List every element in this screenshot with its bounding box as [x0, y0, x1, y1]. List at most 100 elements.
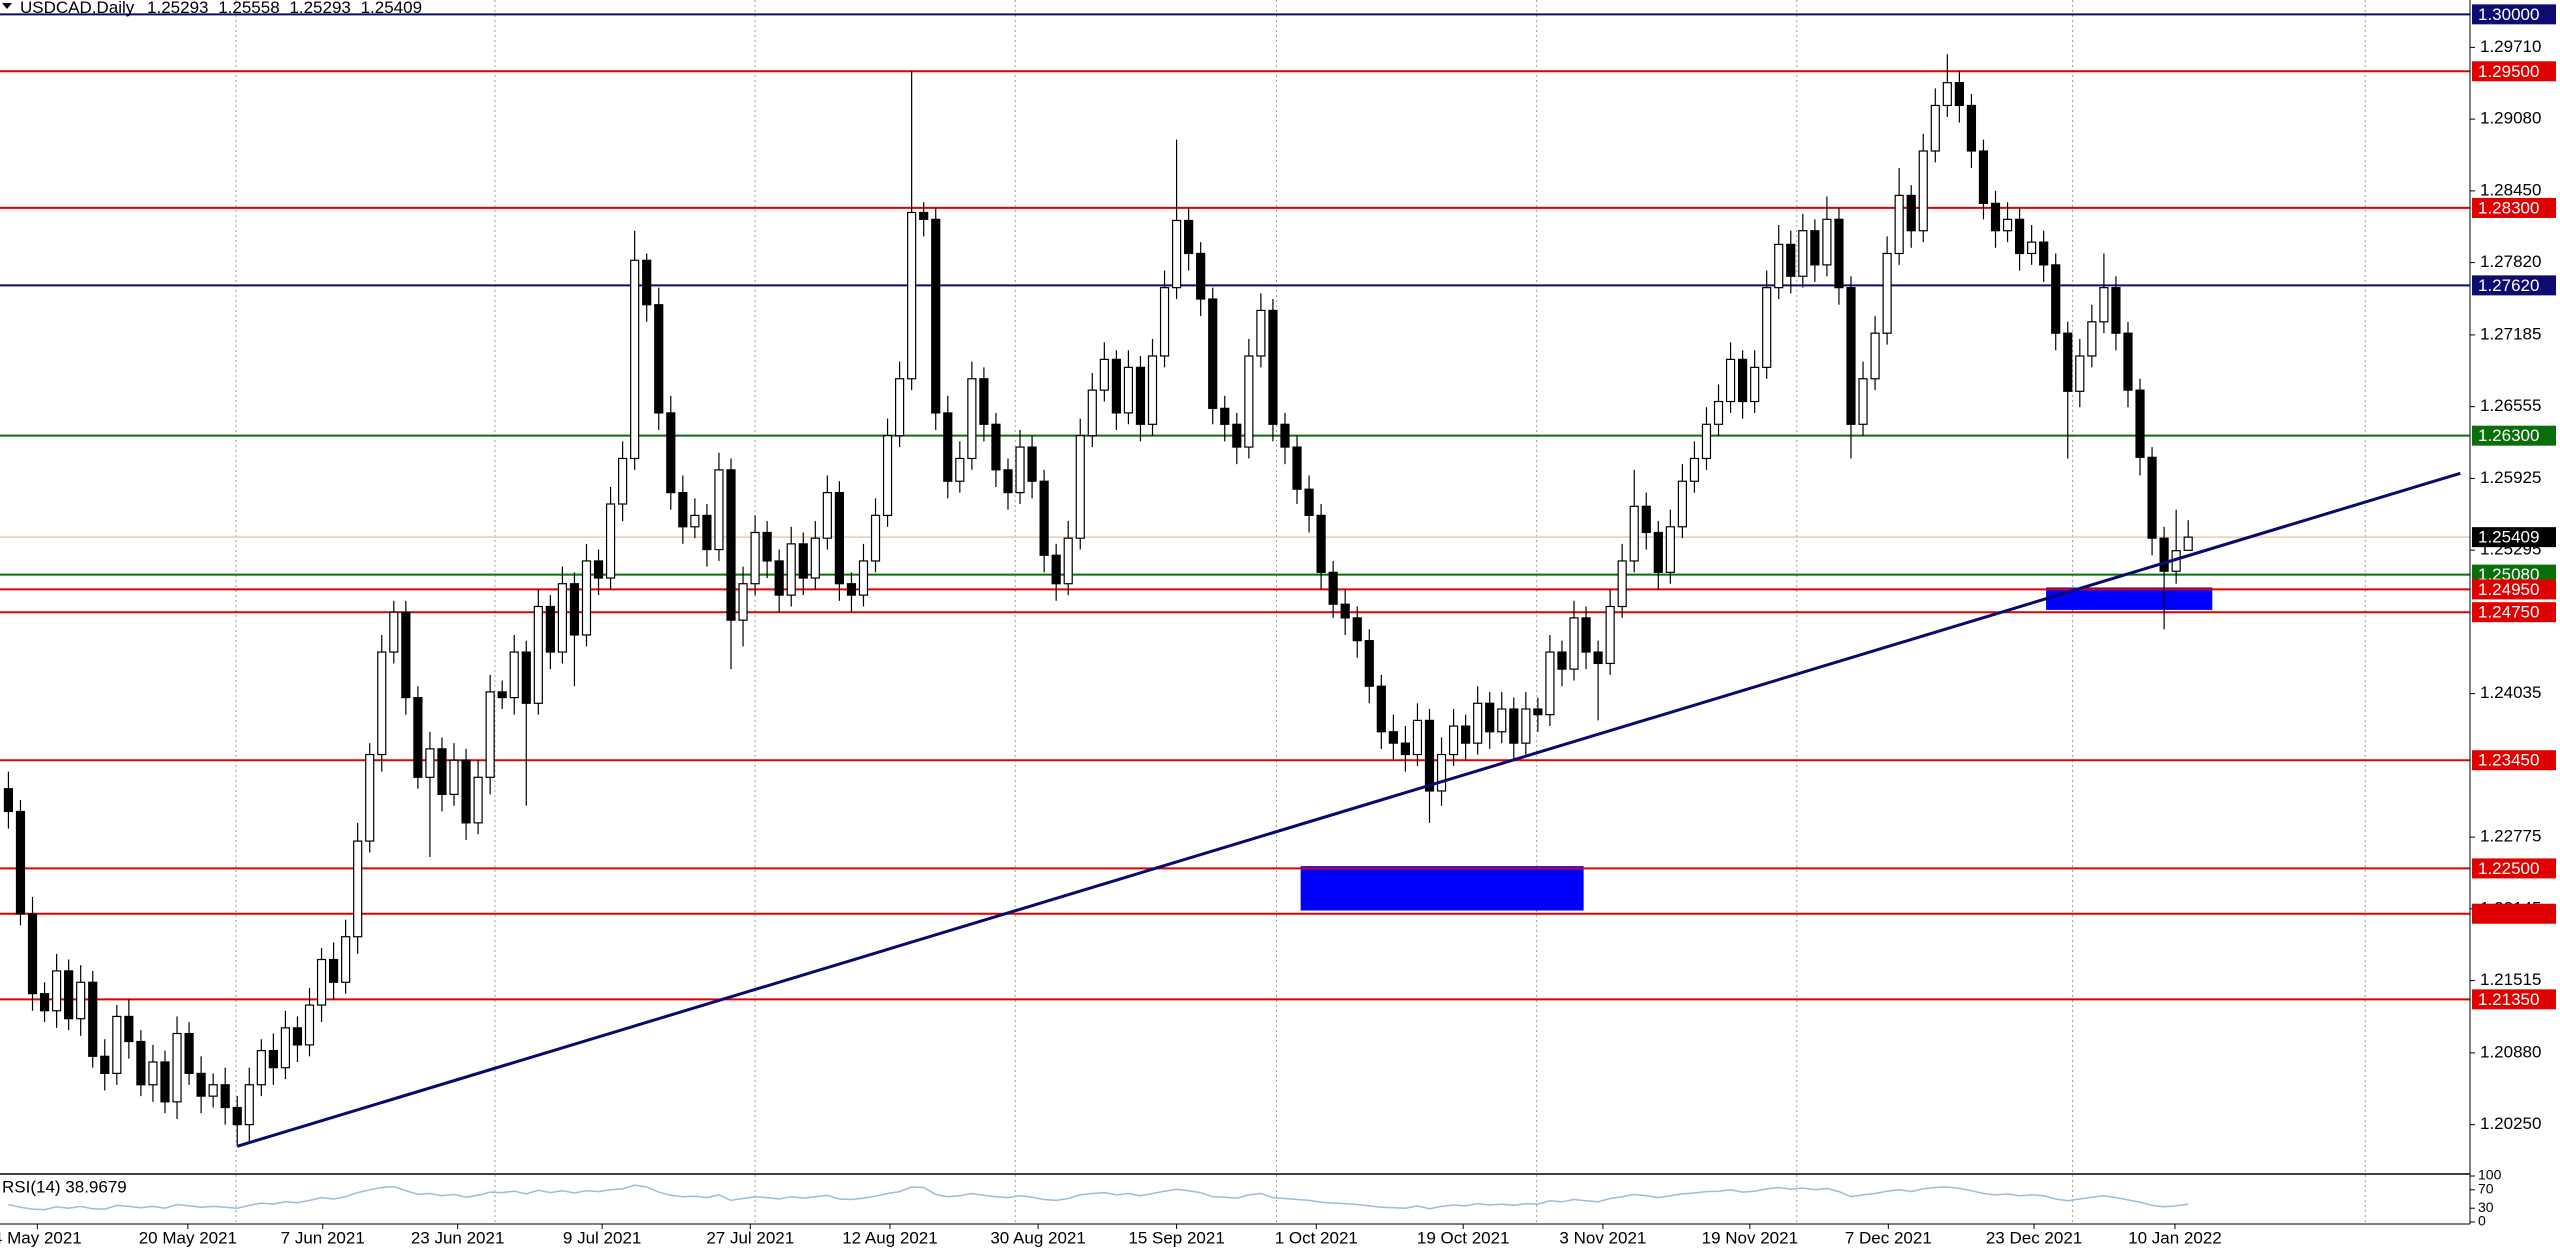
candle-body: [1762, 287, 1772, 368]
level-label: 1.21350: [2478, 990, 2539, 1009]
candle-body: [1629, 505, 1639, 562]
candle-body: [1750, 366, 1760, 403]
candle-body: [88, 981, 98, 1057]
candle-body: [774, 560, 784, 596]
candle-body: [15, 810, 26, 915]
candle-body: [979, 378, 989, 425]
candle-body: [1244, 355, 1254, 448]
rsi-tick-label: 70: [2478, 1181, 2494, 1197]
candle-body: [425, 748, 435, 778]
candle-body: [1966, 104, 1977, 152]
candle-body: [268, 1050, 278, 1069]
candle-body: [1473, 702, 1483, 744]
candle-body: [1725, 358, 1736, 403]
y-tick-label: 1.24035: [2480, 683, 2541, 702]
level-label-box: [2472, 579, 2556, 600]
candle-body: [172, 1032, 182, 1103]
header-close: 1.25409: [361, 0, 422, 17]
level-label-box: [2472, 989, 2556, 1010]
candle-body: [1280, 423, 1290, 448]
candle-body: [148, 1061, 158, 1086]
level-label: 1.25080: [2478, 565, 2539, 584]
candle-body: [1003, 469, 1013, 494]
candle-body: [2135, 389, 2145, 458]
candle-body: [1930, 104, 1940, 152]
x-tick-label: 19 Nov 2021: [1702, 1228, 1798, 1247]
candle-body: [1533, 708, 1543, 716]
candle-body: [1220, 407, 1230, 425]
candle-body: [2099, 287, 2109, 323]
candle-body: [762, 531, 772, 562]
candle-body: [955, 457, 965, 482]
level-label-box: [2472, 425, 2556, 446]
x-tick-label: 9 Jul 2021: [563, 1228, 641, 1247]
candle-body: [64, 970, 74, 1020]
candle-body: [798, 543, 808, 579]
candle-body: [1256, 309, 1266, 357]
candle-body: [943, 412, 953, 482]
candle-body: [509, 651, 519, 699]
candle-body: [2183, 536, 2193, 551]
candle-body: [618, 457, 628, 505]
candle-body: [931, 218, 941, 414]
candle-body: [1954, 82, 1964, 107]
candle-body: [1352, 617, 1362, 642]
candle-body: [1665, 526, 1675, 573]
candle-body: [726, 469, 736, 621]
level-label: 1.26300: [2478, 426, 2539, 445]
candle-body: [1268, 309, 1278, 425]
candle-body: [907, 211, 917, 380]
candle-body: [76, 981, 86, 1020]
candle-body: [1027, 446, 1037, 482]
candle-body: [1123, 366, 1134, 414]
candle-body: [1196, 252, 1206, 300]
chart-header: USDCAD,Daily 1.25293 1.25558 1.25293 1.2…: [20, 0, 422, 17]
candle-body: [834, 492, 844, 585]
candle-body: [461, 759, 471, 824]
candle-body: [1617, 560, 1627, 608]
candle-body: [2027, 241, 2037, 255]
x-tick-label: 3 Nov 2021: [1559, 1228, 1646, 1247]
candle-body: [1569, 617, 1579, 670]
candle-body: [2159, 537, 2169, 572]
candle-body: [1039, 480, 1049, 556]
level-label-box: [2472, 750, 2556, 771]
y-tick-label: 1.25925: [2480, 468, 2541, 487]
candle-body: [389, 611, 399, 653]
candle-body: [136, 1040, 146, 1086]
x-tick-label: 30 Aug 2021: [990, 1228, 1085, 1247]
candle-body: [473, 776, 483, 824]
candle-body: [1641, 505, 1651, 534]
x-tick-label: 19 Oct 2021: [1417, 1228, 1510, 1247]
candle-body: [1653, 531, 1663, 573]
candle-body: [654, 304, 664, 414]
candle-body: [2039, 241, 2049, 266]
candle-body: [750, 531, 760, 585]
x-tick-label: 12 Aug 2021: [842, 1228, 937, 1247]
candle-body: [1581, 617, 1591, 653]
candle-body: [1858, 378, 1868, 425]
y-tick-label: 1.21515: [2480, 970, 2541, 989]
y-tick-label: 1.29080: [2480, 109, 2541, 128]
candle-body: [1870, 332, 1880, 380]
candle-body: [292, 1027, 303, 1046]
candle-body: [256, 1050, 266, 1086]
candle-body: [220, 1084, 230, 1109]
candle-body: [437, 748, 447, 795]
candle-body: [967, 378, 977, 460]
candle-body: [738, 583, 748, 621]
candle-body: [1184, 219, 1194, 255]
candle-body: [377, 651, 387, 756]
candle-body: [1942, 82, 1952, 107]
candle-body: [1448, 725, 1459, 756]
candle-body: [1316, 514, 1326, 573]
candle-body: [1834, 218, 1844, 289]
level-label: 1.28300: [2478, 198, 2539, 217]
candle-body: [2014, 218, 2025, 255]
candle-body: [1388, 731, 1398, 744]
candle-body: [2002, 218, 2013, 232]
candle-body: [449, 759, 459, 795]
menu-arrow[interactable]: [2, 3, 12, 9]
candle-body: [1894, 194, 1904, 255]
candle-body: [533, 605, 543, 704]
